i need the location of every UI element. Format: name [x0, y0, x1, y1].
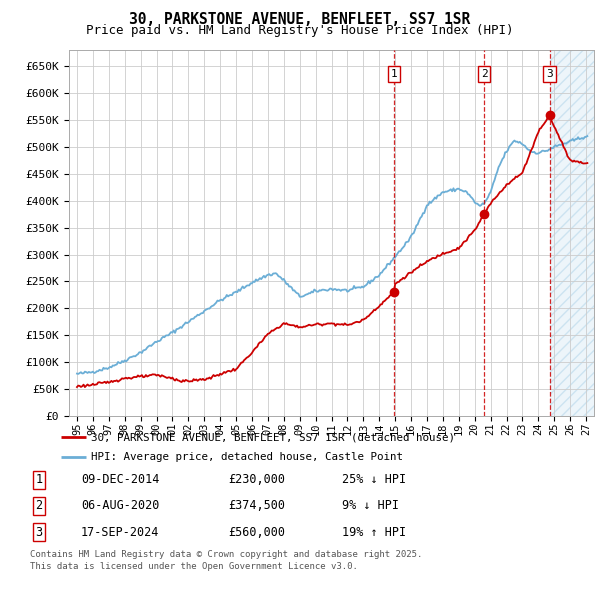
Text: 19% ↑ HPI: 19% ↑ HPI — [342, 526, 406, 539]
Text: £560,000: £560,000 — [228, 526, 285, 539]
Text: 3: 3 — [546, 69, 553, 79]
Text: 2: 2 — [35, 499, 43, 512]
Text: 2: 2 — [481, 69, 487, 79]
Text: HPI: Average price, detached house, Castle Point: HPI: Average price, detached house, Cast… — [91, 452, 403, 461]
Bar — [550, 50, 594, 416]
Text: 06-AUG-2020: 06-AUG-2020 — [81, 499, 160, 512]
Text: 09-DEC-2014: 09-DEC-2014 — [81, 473, 160, 486]
Text: 17-SEP-2024: 17-SEP-2024 — [81, 526, 160, 539]
Text: 25% ↓ HPI: 25% ↓ HPI — [342, 473, 406, 486]
Text: 9% ↓ HPI: 9% ↓ HPI — [342, 499, 399, 512]
Text: 1: 1 — [35, 473, 43, 486]
Text: £230,000: £230,000 — [228, 473, 285, 486]
Text: £374,500: £374,500 — [228, 499, 285, 512]
Text: 30, PARKSTONE AVENUE, BENFLEET, SS7 1SR: 30, PARKSTONE AVENUE, BENFLEET, SS7 1SR — [130, 12, 470, 27]
Text: Price paid vs. HM Land Registry's House Price Index (HPI): Price paid vs. HM Land Registry's House … — [86, 24, 514, 37]
Bar — [550, 50, 594, 416]
Text: 30, PARKSTONE AVENUE, BENFLEET, SS7 1SR (detached house): 30, PARKSTONE AVENUE, BENFLEET, SS7 1SR … — [91, 432, 455, 442]
Text: 1: 1 — [391, 69, 398, 79]
Text: This data is licensed under the Open Government Licence v3.0.: This data is licensed under the Open Gov… — [30, 562, 358, 571]
Text: 3: 3 — [35, 526, 43, 539]
Text: Contains HM Land Registry data © Crown copyright and database right 2025.: Contains HM Land Registry data © Crown c… — [30, 550, 422, 559]
